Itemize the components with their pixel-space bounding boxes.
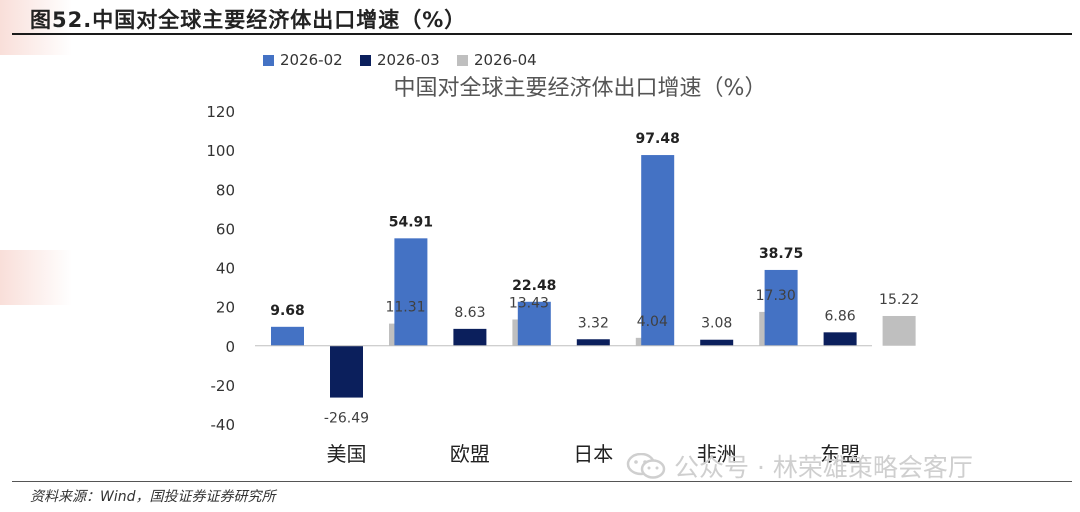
data-label: 13.43 <box>509 295 549 311</box>
legend-swatch <box>360 55 371 66</box>
x-category-label: 日本 <box>573 442 613 466</box>
bar <box>764 269 798 346</box>
y-tick-label: 60 <box>216 220 235 238</box>
chart-title: 中国对全球主要经济体出口增速（%） <box>394 76 767 101</box>
x-axis: 美国 欧盟 日本 非洲 东盟 <box>255 345 872 466</box>
data-label: 6.86 <box>825 308 856 324</box>
data-label: 17.30 <box>756 288 796 304</box>
data-label: 11.31 <box>385 300 425 316</box>
x-category-label: 美国 <box>327 442 367 466</box>
x-category-label: 非洲 <box>697 442 737 466</box>
data-label: 3.08 <box>701 316 732 332</box>
footer-rule <box>12 481 1072 482</box>
decorative-band-middle <box>0 250 72 305</box>
bar-group <box>271 155 916 398</box>
y-tick-label: 40 <box>216 260 235 278</box>
chart-legend: 2026-02 2026-03 2026-04 <box>263 51 537 69</box>
data-label: 15.22 <box>879 292 919 308</box>
y-tick-label: 120 <box>206 103 235 121</box>
y-tick-label: 100 <box>206 142 235 160</box>
x-category-label: 东盟 <box>820 442 860 466</box>
wechat-icon <box>626 453 666 479</box>
legend-label: 2026-04 <box>474 51 537 69</box>
y-tick-label: -20 <box>211 377 236 395</box>
bar-chart: 2026-02 2026-03 2026-04 中国对全球主要经济体出口增速（%） … <box>206 51 919 466</box>
bar <box>394 238 428 346</box>
bar <box>641 155 675 346</box>
bar <box>330 345 363 398</box>
header-rule <box>12 33 1072 35</box>
data-label: 38.75 <box>759 246 803 262</box>
bar <box>576 339 610 346</box>
legend-label: 2026-02 <box>280 51 343 69</box>
figure-title: 图52.中国对全球主要经济体出口增速（%） <box>30 8 467 32</box>
data-label: 3.32 <box>578 315 609 331</box>
legend-label: 2026-03 <box>377 51 440 69</box>
data-label: 9.68 <box>270 303 305 319</box>
y-tick-label: 20 <box>216 299 235 317</box>
bar <box>700 339 734 346</box>
bar <box>453 328 487 346</box>
x-category-label: 欧盟 <box>450 442 490 466</box>
data-label: 54.91 <box>389 214 433 230</box>
y-tick-label: 80 <box>216 181 235 199</box>
watermark: 公众号 · 林荣雄策略会客厅 <box>626 448 973 484</box>
y-tick-label: -40 <box>211 416 236 434</box>
bar <box>271 326 304 346</box>
legend-swatch <box>263 55 274 66</box>
y-axis: 120 100 80 60 40 20 0 -20 -40 <box>206 103 235 434</box>
data-label: 97.48 <box>636 131 680 147</box>
data-label: 8.63 <box>454 305 485 321</box>
y-tick-label: 0 <box>225 338 235 356</box>
bar <box>517 301 551 346</box>
bar <box>882 315 916 346</box>
watermark-text: 公众号 · 林荣雄策略会客厅 <box>674 453 973 482</box>
source-note: 资料来源：Wind，国投证券证券研究所 <box>30 489 276 505</box>
data-label: -26.49 <box>324 411 369 427</box>
decorative-band-top <box>0 0 72 55</box>
data-label: 4.04 <box>637 314 668 330</box>
legend-swatch <box>457 55 468 66</box>
bar <box>823 332 857 346</box>
data-label: 22.48 <box>512 278 556 294</box>
